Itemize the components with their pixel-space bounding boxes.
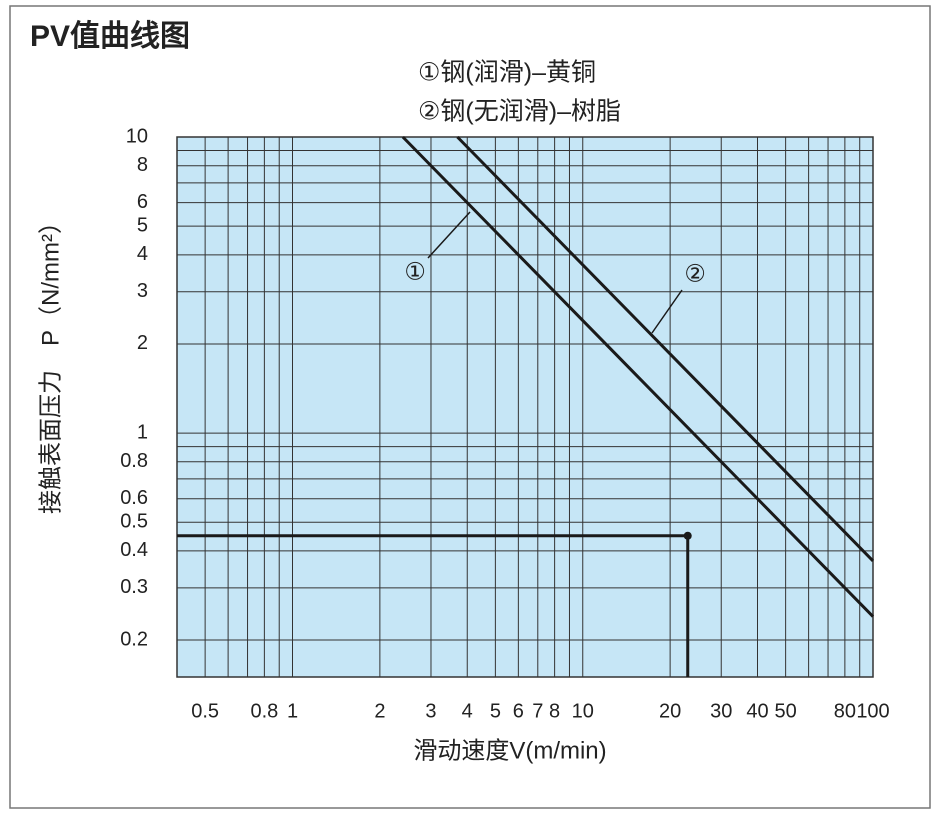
legend-entry: ②钢(无润滑)–树脂 [418,98,621,126]
data-line [401,135,875,618]
y-tick-label: 1 [137,421,148,443]
y-tick-label: 6 [137,191,148,213]
y-tick-label: 5 [137,214,148,236]
x-tick-label: 30 [710,700,732,722]
y-tick-label: 3 [137,280,148,302]
x-tick-label: 7 [532,700,543,722]
x-tick-label: 10 [572,700,594,722]
y-tick-label: 0.4 [120,539,148,561]
x-tick-label: 40 [746,700,768,722]
line-label: ① [404,258,426,285]
x-tick-label: 20 [659,700,681,722]
x-tick-label: 2 [374,700,385,722]
x-tick-label: 1 [287,700,298,722]
x-axis-label: 滑动速度V(m/min) [413,737,606,764]
x-tick-label: 0.5 [191,700,219,722]
chart-title: PV值曲线图 [30,20,190,53]
y-tick-label: 2 [137,332,148,354]
data-line [456,135,875,562]
y-tick-label: 0.8 [120,450,148,472]
line-label: ② [684,260,706,287]
y-tick-label: 0.3 [120,576,148,598]
y-tick-label: 4 [137,243,148,265]
y-tick-label: 0.6 [120,487,148,509]
x-tick-label: 5 [490,700,501,722]
y-tick-label: 0.2 [120,628,148,650]
plot-area: 0.5 0.8 1 2 3 4 5 6 7 8 10 20 30 40 50 80 1000.20.30.40.… [120,125,890,722]
x-tick-label: 6 [513,700,524,722]
y-axis-label: 接触表面压力 P（N/mm²） [37,210,64,514]
x-tick-label: 4 [462,700,473,722]
y-tick-label: 0.5 [120,510,148,532]
leader-line [427,211,471,259]
operating-point [683,531,692,540]
x-tick-label: 8 [549,700,560,722]
y-tick-label: 8 [137,154,148,176]
plot-background [177,137,873,677]
x-tick-label: 3 [425,700,436,722]
y-tick-label: 10 [126,125,148,147]
plot-border [176,136,874,678]
x-tick-label: 80 [834,700,856,722]
x-tick-label: 50 [775,700,797,722]
legend-entry: ①钢(润滑)–黄铜 [418,59,596,87]
x-tick-label: 100 [856,700,889,722]
leader-line [651,289,683,334]
x-tick-label: 0.8 [250,700,278,722]
